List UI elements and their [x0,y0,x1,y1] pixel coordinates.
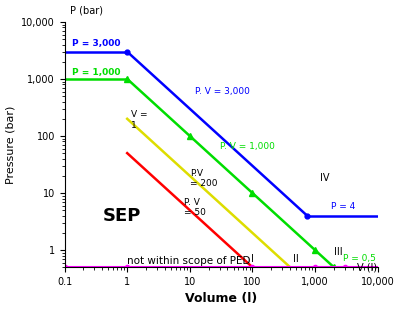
Text: IV: IV [320,174,330,183]
Text: P = 1,000: P = 1,000 [72,67,120,77]
Text: I: I [251,254,254,264]
Text: P.V
= 200: P.V = 200 [190,169,217,188]
Text: P. V = 3,000: P. V = 3,000 [195,87,250,96]
Text: P = 4: P = 4 [331,202,355,211]
Text: V (l): V (l) [358,262,378,272]
X-axis label: Volume (l): Volume (l) [185,292,257,305]
Text: P. V
= 50: P. V = 50 [184,198,206,217]
Text: P (bar): P (bar) [70,5,102,16]
Text: SEP: SEP [102,207,141,225]
Y-axis label: Pressure (bar): Pressure (bar) [6,105,16,184]
Text: II: II [293,254,299,264]
Text: P = 3,000: P = 3,000 [72,39,120,48]
Text: not within scope of PED: not within scope of PED [127,256,251,266]
Text: V =
1: V = 1 [131,110,148,130]
Text: III: III [334,247,342,257]
Text: P = 0,5: P = 0,5 [343,254,376,263]
Text: P. V = 1,000: P. V = 1,000 [220,142,274,151]
